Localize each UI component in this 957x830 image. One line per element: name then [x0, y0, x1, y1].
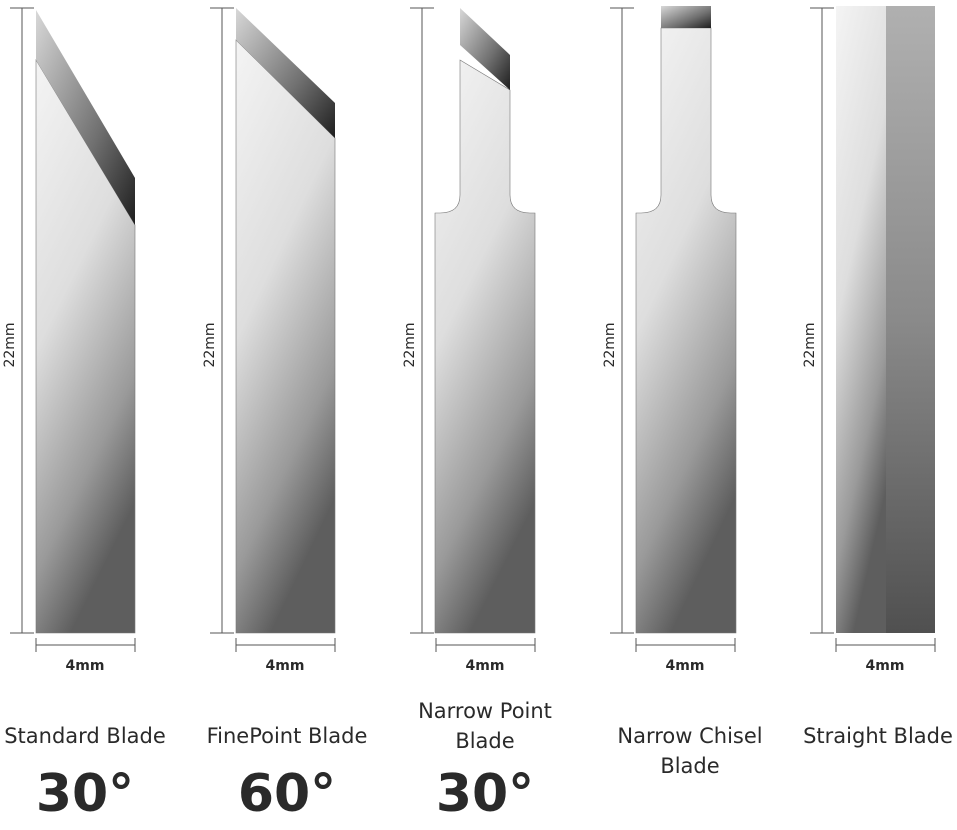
blade-body — [35, 58, 136, 634]
height-label: 22mm — [202, 322, 218, 367]
height-label: 22mm — [2, 322, 18, 367]
blade-body — [635, 27, 737, 634]
blade-name: Standard Blade — [4, 724, 166, 748]
blade-angle: 30° — [436, 764, 534, 824]
width-label: 4mm — [266, 658, 305, 674]
blade-name: Blade — [660, 754, 719, 778]
blade-bevel — [36, 10, 135, 225]
height-label: 22mm — [602, 322, 618, 367]
blade-bevel — [460, 8, 510, 90]
blade-name: Narrow Chisel — [617, 724, 762, 748]
blade-body — [836, 6, 886, 633]
blade-bevel — [236, 8, 335, 138]
blade-angle: 30° — [36, 764, 134, 824]
width-label: 4mm — [666, 658, 705, 674]
blade-name: Blade — [455, 729, 514, 753]
blade-body — [235, 39, 336, 634]
blade-angle: 60° — [238, 764, 336, 824]
blade-name: FinePoint Blade — [207, 724, 368, 748]
blade-bevel — [886, 6, 935, 633]
height-label: 22mm — [402, 322, 418, 367]
width-label: 4mm — [466, 658, 505, 674]
blade-name: Straight Blade — [803, 724, 953, 748]
width-label: 4mm — [66, 658, 105, 674]
height-label: 22mm — [802, 322, 818, 367]
width-label: 4mm — [866, 658, 905, 674]
blade-name: Narrow Point — [418, 699, 552, 723]
blade-body — [434, 59, 536, 634]
blade-bevel — [661, 6, 711, 28]
